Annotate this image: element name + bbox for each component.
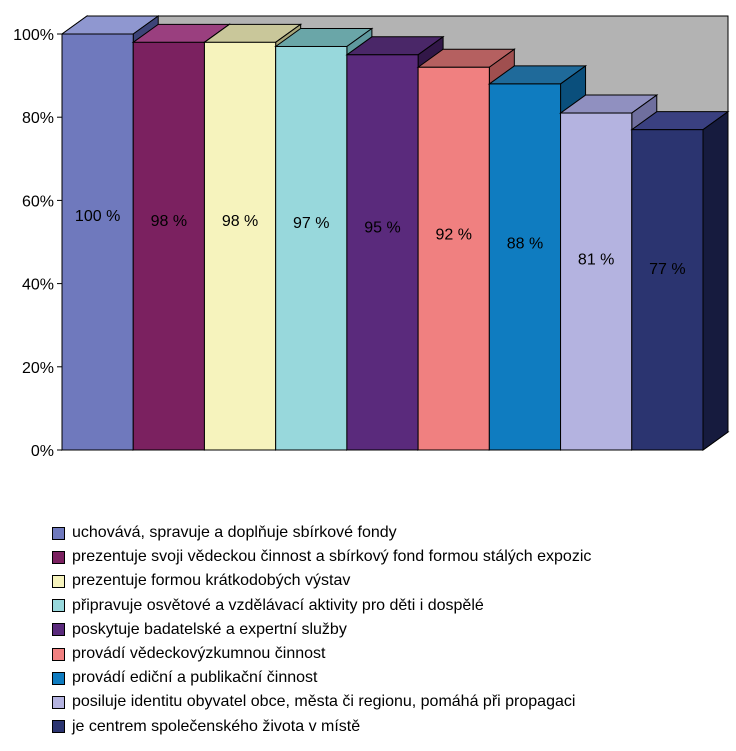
y-tick-label: 60% — [22, 193, 54, 210]
legend-label: připravuje osvětové a vzdělávací aktivit… — [72, 596, 484, 614]
data-label: 77 % — [649, 261, 685, 278]
data-label: 98 % — [222, 213, 258, 230]
legend-swatch — [52, 647, 65, 661]
bar — [630, 110, 730, 451]
legend-swatch — [52, 599, 65, 613]
legend-item: poskytuje badatelské a expertní služby — [52, 618, 732, 642]
legend-swatch — [52, 526, 65, 540]
bar-front — [346, 54, 419, 451]
legend-swatch — [52, 550, 65, 564]
legend-item: uchovává, spravuje a doplňuje sbírkové f… — [52, 521, 732, 545]
bar-front — [417, 66, 490, 451]
bar-chart: 0% 20% 40% 60% 80% 100% 100 % 98 % 98 % 97 % 95 %… — [13, 15, 730, 460]
legend-item: provádí ediční a publikační činnost — [52, 666, 732, 690]
bar-front — [488, 83, 562, 451]
bar-side — [702, 110, 729, 451]
data-label: 100 % — [75, 208, 120, 225]
bar-front — [275, 45, 348, 451]
legend-swatch — [52, 574, 65, 588]
data-label: 92 % — [435, 227, 471, 244]
legend-swatch — [52, 695, 65, 709]
legend-label: posiluje identitu obyvatel obce, města č… — [72, 693, 576, 711]
data-label: 95 % — [364, 220, 400, 237]
y-tick-label: 40% — [22, 277, 54, 294]
legend-label: provádí ediční a publikační činnost — [72, 669, 318, 687]
legend-item: prezentuje formou krátkodobých výstav — [52, 569, 732, 593]
bar-front — [61, 33, 134, 451]
y-tick-label: 20% — [22, 360, 54, 377]
legend-label: prezentuje formou krátkodobých výstav — [72, 572, 351, 590]
legend-item: prezentuje svoji vědeckou činnost a sbír… — [52, 545, 732, 569]
bar-front — [560, 112, 633, 451]
legend-swatch — [52, 623, 65, 637]
legend-label: provádí vědeckovýzkumnou činnost — [72, 645, 326, 663]
data-label: 88 % — [507, 236, 543, 253]
legend-swatch — [52, 720, 65, 734]
legend-swatch — [52, 671, 65, 685]
bar-front — [203, 41, 277, 451]
legend-label: poskytuje badatelské a expertní služby — [72, 620, 347, 638]
data-labels: 100 % 98 % 98 % 97 % 95 % 92 % 88 % 81 % 77 % — [75, 208, 686, 278]
legend-label: uchovává, spravuje a doplňuje sbírkové f… — [72, 524, 397, 542]
data-label: 97 % — [293, 215, 329, 232]
legend: uchovává, spravuje a doplňuje sbírkové f… — [52, 521, 732, 739]
legend-item: připravuje osvětové a vzdělávací aktivit… — [52, 594, 732, 618]
data-label: 81 % — [578, 252, 614, 269]
y-tick-label: 100% — [13, 27, 54, 44]
y-tick-label: 0% — [31, 443, 54, 460]
legend-label: je centrem společenského života v místě — [72, 717, 361, 735]
bars — [60, 15, 730, 451]
data-label: 98 % — [151, 213, 187, 230]
bar-front — [631, 129, 704, 451]
y-tick-label: 80% — [22, 110, 54, 127]
legend-label: prezentuje svoji vědeckou činnost a sbír… — [72, 548, 592, 566]
legend-item: provádí vědeckovýzkumnou činnost — [52, 642, 732, 666]
legend-item: posiluje identitu obyvatel obce, města č… — [52, 690, 732, 714]
legend-item: je centrem společenského života v místě — [52, 715, 732, 739]
bar-front — [132, 41, 205, 451]
